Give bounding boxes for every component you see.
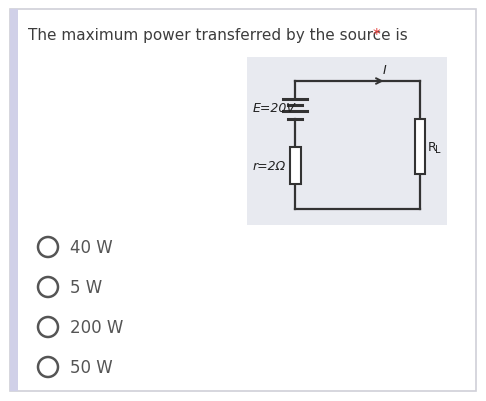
Text: *: * [373,28,381,43]
Bar [290,148,300,184]
Text: 5 W: 5 W [70,278,102,296]
Bar [247,58,447,225]
Text: R: R [428,141,437,154]
Text: I: I [382,63,386,76]
Text: r=2Ω: r=2Ω [253,160,286,172]
Text: The maximum power transferred by the source is: The maximum power transferred by the sou… [28,28,413,43]
Text: E=20V: E=20V [253,101,296,114]
Bar [10,10,18,391]
Text: 200 W: 200 W [70,318,123,336]
Bar [415,120,425,174]
Text: 50 W: 50 W [70,358,113,376]
Text: 40 W: 40 W [70,239,113,256]
Text: L: L [434,145,440,155]
